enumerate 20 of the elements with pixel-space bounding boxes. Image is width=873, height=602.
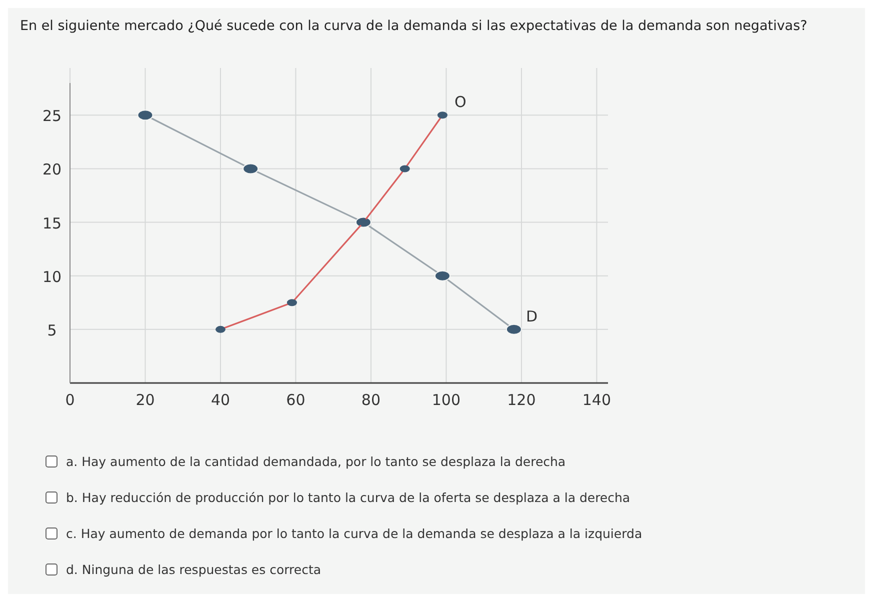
x-tick-label: 100 [432,391,461,409]
text: a. Hay aumento de la cantidad demandada, por lo tanto se desplaza la derecha [66,454,566,469]
series-label: D [526,307,538,326]
text: c. Hay aumento de demanda por lo tanto la curva de la demanda se desplaza a la izquierda [66,526,642,541]
y-tick-label: 25 [42,107,62,126]
x-tick-label: 120 [507,391,536,409]
x-tick-label: 40 [210,391,230,409]
text: b. Hay reducción de producción por lo tanto la curva de la oferta se desplaza a la derecha [66,490,630,505]
text: d. Ninguna de las respuestas es correcta [66,562,322,577]
series-label: O [454,93,466,112]
x-tick-label: 0 [65,391,75,409]
y-tick-label: 20 [42,160,62,179]
y-tick-label: 10 [42,268,62,286]
chart-title: En el siguiente mercado ¿Qué sucede con la curva de la demanda si las expectativas de la demanda son negativas? [20,18,808,34]
x-tick-label: 60 [286,391,306,409]
y-tick-label: 5 [47,321,57,340]
x-tick-label: 20 [136,391,155,409]
x-tick-label: 80 [361,391,381,409]
x-tick-label: 140 [582,391,612,409]
y-tick-label: 15 [42,214,62,232]
